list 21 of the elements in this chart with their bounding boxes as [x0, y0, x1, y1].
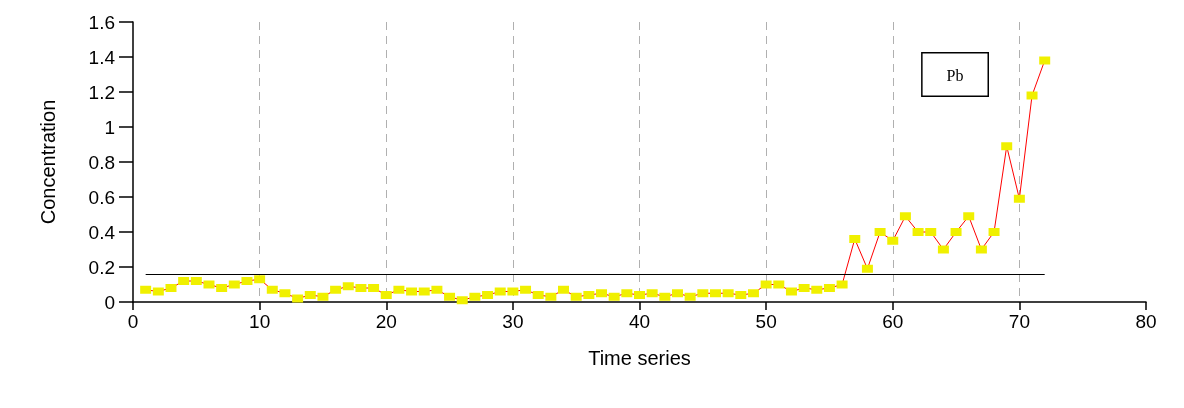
y-tick-label: 0 [104, 291, 115, 313]
y-axis-title: Concentration [37, 99, 59, 225]
y-tick-label: 1.4 [88, 46, 116, 68]
x-tick-label: 0 [127, 311, 139, 332]
y-tick-label: 0.6 [88, 186, 115, 208]
x-tick-label: 10 [249, 311, 271, 332]
x-tick-label: 80 [1135, 311, 1157, 332]
x-tick-label: 40 [628, 311, 651, 332]
x-tick-label: 70 [1008, 311, 1030, 332]
y-tick-label: 1.2 [88, 81, 115, 103]
y-tick-label: 1 [104, 116, 115, 138]
x-tick-label: 20 [375, 311, 397, 332]
x-tick-label: 50 [755, 311, 777, 332]
x-axis-title: Time series [588, 347, 691, 369]
x-tick-label: 60 [882, 311, 904, 332]
annotation: Pb [946, 67, 964, 84]
x-tick-label: 30 [502, 311, 524, 332]
y-tick-label: 0.4 [88, 221, 116, 243]
y-tick-label: 0.8 [88, 151, 115, 173]
y-tick-label: 0.2 [88, 256, 115, 278]
y-tick-label: 1.6 [88, 11, 115, 33]
